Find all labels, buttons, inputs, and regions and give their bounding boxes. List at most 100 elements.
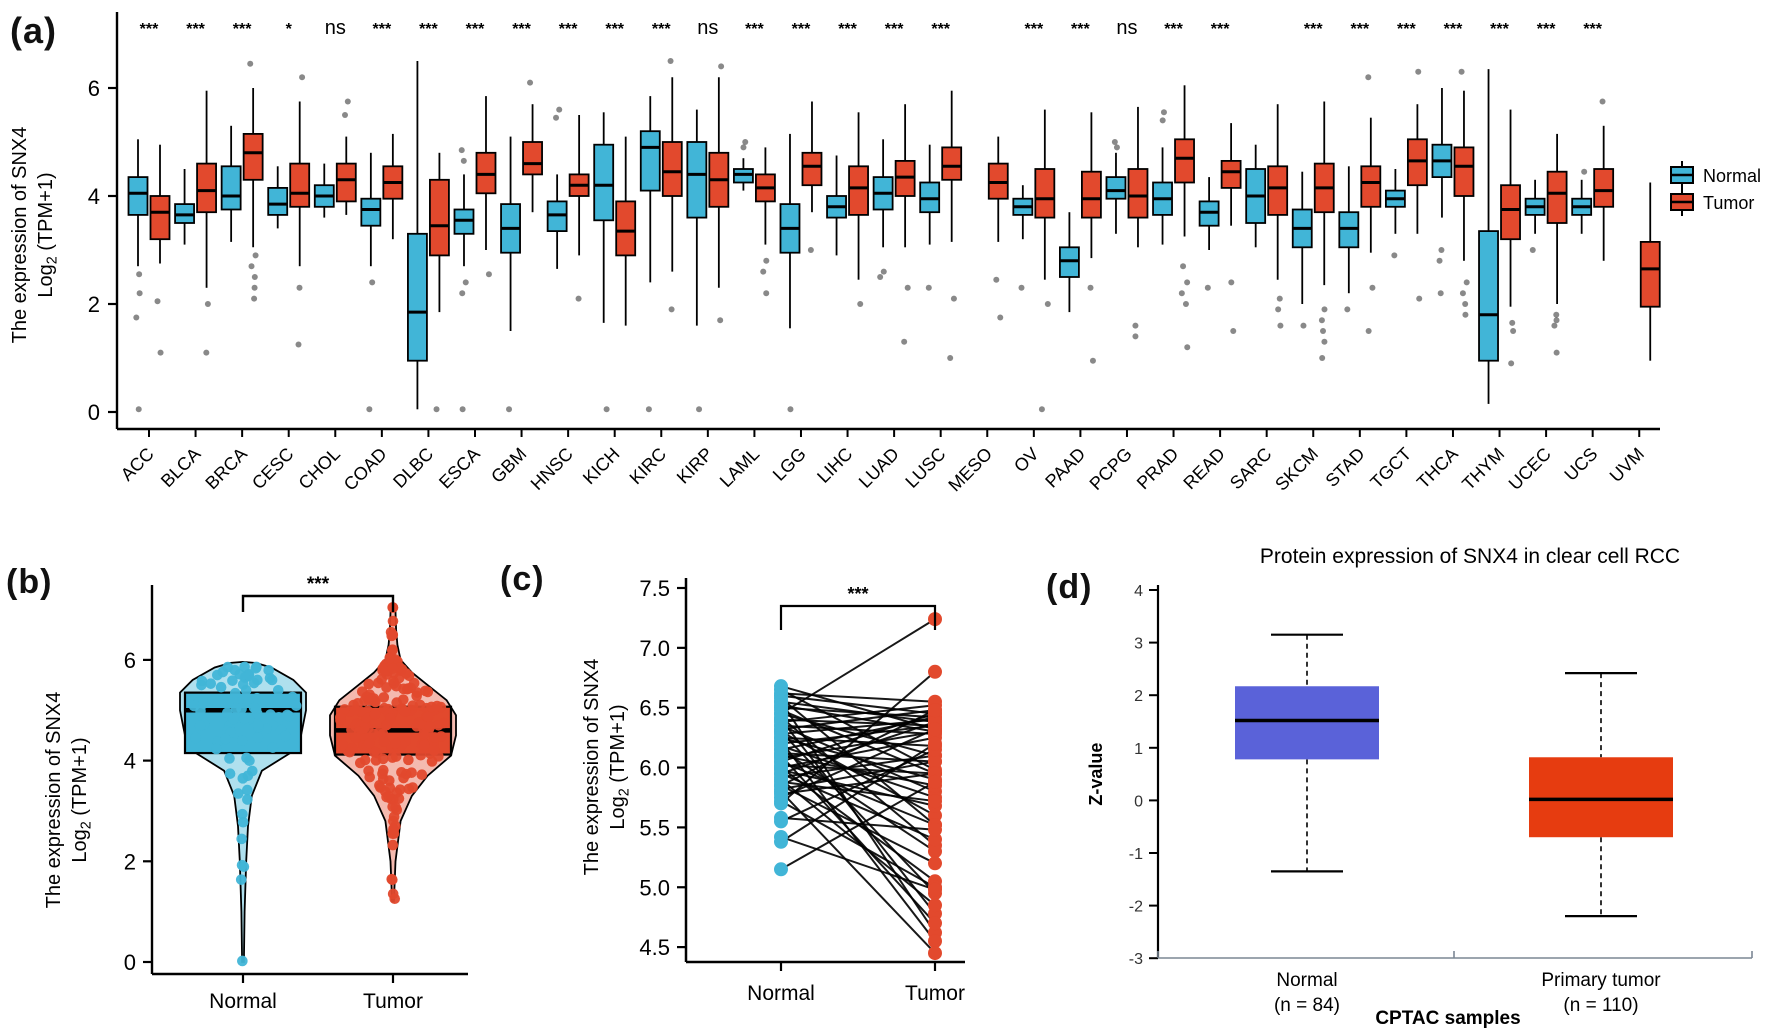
jitter-dot (242, 784, 253, 796)
box-LIHC-tumor (848, 112, 869, 307)
outlier-dot (527, 79, 534, 86)
pair-line (780, 781, 936, 871)
outlier-dot (1509, 319, 1516, 326)
outlier-dot (742, 139, 749, 145)
significance-CHOL: ns (325, 17, 346, 39)
box-primary-tumor (1529, 672, 1673, 918)
outlier-dot (1551, 322, 1558, 329)
tumor-dot (928, 774, 942, 789)
significance-COAD: *** (373, 21, 392, 38)
significance-THCA: *** (1444, 21, 1463, 38)
outlier-dot (506, 406, 513, 413)
x-label-HNSC: HNSC (527, 444, 577, 494)
tumor-dot (928, 703, 942, 718)
box-KICH-tumor (615, 136, 637, 326)
jitter-dot (267, 742, 279, 753)
y-tick-label: 0 (88, 400, 100, 425)
jitter-dot (388, 811, 400, 823)
box (289, 162, 311, 208)
outlier-dot (1160, 109, 1167, 116)
jitter-dot (368, 746, 380, 758)
x-label-CESC: CESC (248, 444, 298, 494)
tumor-dot (928, 832, 942, 847)
x-label-KIRC: KIRC (626, 444, 671, 489)
box (1529, 757, 1673, 838)
outlier-dot (1508, 360, 1515, 367)
jitter-dot (236, 703, 247, 715)
panel-label-c: (c) (500, 560, 545, 598)
x-label-tumor: Tumor (905, 982, 965, 1005)
outlier-dot (904, 284, 911, 291)
cptac-boxplot-chart: Protein expression of SNX4 in clear cell… (1086, 545, 1753, 1029)
box (941, 146, 963, 181)
tumor-dot (928, 898, 942, 913)
x-label-THCA: THCA (1413, 444, 1462, 493)
box-THCA-tumor (1453, 68, 1475, 318)
outlier-dot (1184, 279, 1191, 286)
jitter-dot (431, 700, 443, 712)
y-tick-label: 4 (124, 749, 136, 774)
x-label-normal: Normal (209, 990, 277, 1013)
pair-line (780, 692, 936, 703)
outlier-dot (1113, 144, 1120, 151)
x-label-MESO: MESO (944, 444, 996, 496)
y-axis-title-line1: The expression of SNX4 (43, 692, 65, 909)
outlier-dot (251, 295, 258, 302)
significance-PCPG: ns (1116, 17, 1137, 39)
outlier-dot (136, 290, 143, 297)
box-GBM-normal (500, 136, 521, 413)
outlier-dot (763, 257, 770, 264)
y-tick-label: 3 (1134, 636, 1143, 653)
outlier-dot (203, 349, 210, 356)
jitter-dot (248, 677, 260, 689)
jitter-dot (419, 739, 430, 751)
y-axis-title-line1: The expression of SNX4 (581, 659, 603, 876)
pair-line (780, 709, 936, 787)
jitter-dot (205, 678, 217, 689)
outlier-dot (1369, 284, 1376, 291)
box-TGCT-tumor (1406, 68, 1428, 302)
outlier-dot (997, 314, 1004, 321)
box-CESC-tumor (289, 74, 311, 348)
paired-lines (780, 618, 936, 954)
outlier-dot (1018, 284, 1025, 291)
significance-KIRP: ns (697, 17, 718, 39)
outlier-dot (1416, 295, 1423, 302)
jitter-dot (281, 709, 293, 721)
pair-line (780, 724, 936, 745)
box (1034, 168, 1056, 219)
significance-ACC: *** (140, 21, 159, 38)
outlier-dot (1184, 344, 1191, 351)
x-label-UCEC: UCEC (1505, 444, 1555, 494)
outlier-dot (366, 406, 373, 413)
x-label-group-1: Primary tumor (1541, 970, 1661, 991)
box (1500, 184, 1521, 241)
outlier-dot (1344, 306, 1351, 313)
tumor-dot (928, 736, 942, 751)
jitter-dot (406, 767, 417, 778)
box-PCPG-normal (1105, 139, 1127, 234)
jitter-dot (239, 713, 250, 725)
jitter-dot (361, 691, 373, 703)
x-label-normal: Normal (747, 982, 815, 1005)
significance-GBM: *** (512, 21, 531, 38)
box-HNSC-normal (546, 106, 568, 269)
outlier-dot (1365, 74, 1372, 81)
outlier-dot (1581, 168, 1588, 175)
jitter-dot (190, 732, 201, 744)
outlier-dot (1038, 406, 1045, 413)
box-READ-tumor (1220, 123, 1242, 334)
box (429, 178, 450, 257)
y-tick-label: 2 (88, 292, 100, 317)
outlier-dot (1391, 252, 1398, 259)
box-UCEC-normal (1524, 179, 1546, 253)
box-normal (1235, 633, 1379, 873)
box (686, 141, 708, 219)
jitter-dot (237, 955, 248, 967)
jitter-dot (368, 728, 380, 740)
y-tick-label: 2 (1134, 688, 1143, 705)
pair-line (780, 704, 936, 724)
jitter-dot (266, 674, 278, 686)
outlier-dot (1529, 247, 1536, 253)
outlier-dot (369, 279, 376, 286)
